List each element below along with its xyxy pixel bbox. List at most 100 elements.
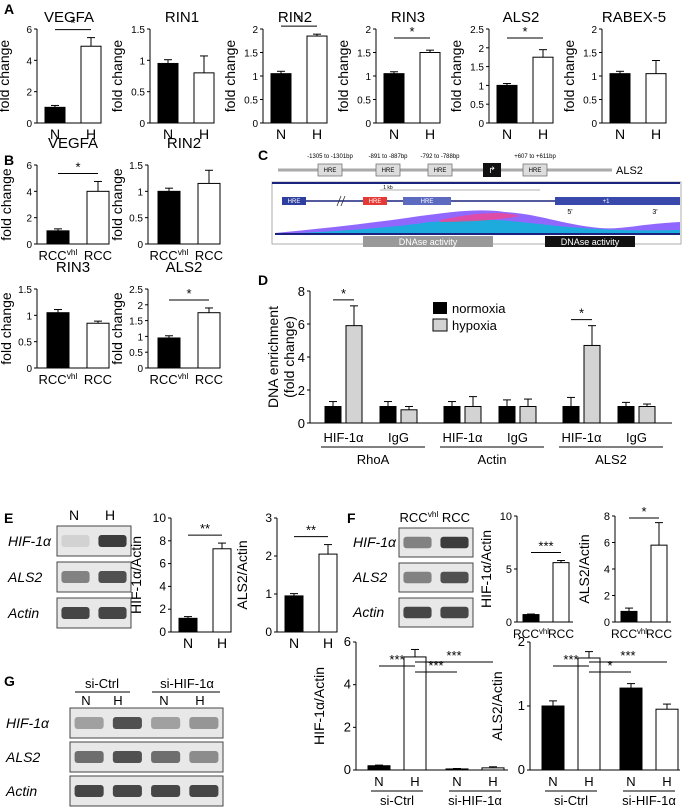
y-tick-label: 0 (26, 240, 32, 251)
y-tick-label: 2 (604, 591, 610, 603)
blot-row-label: HIF-1α (6, 715, 50, 731)
y-tick-label: 10 (500, 511, 512, 523)
dnase-signal (275, 219, 680, 234)
x-tick-label: IgG (626, 430, 647, 445)
significance-marker: *** (563, 652, 578, 667)
y-tick-label: 0 (265, 625, 272, 639)
hre-box-label: HRE (324, 168, 337, 174)
bar (464, 406, 482, 424)
blot-band (403, 536, 432, 549)
y-tick-label: 6 (344, 634, 351, 649)
bar (583, 344, 601, 424)
y-axis-label: HIF-1α/Actin (311, 667, 327, 745)
hre-position-label: -792 to -788bp (420, 154, 460, 160)
blot-band (74, 717, 104, 729)
y-tick-label: 8 (604, 511, 610, 523)
y-tick-label: 2 (159, 602, 166, 616)
blot-lane-label: N (81, 693, 90, 708)
blot-band (403, 606, 432, 619)
significance-marker: *** (538, 539, 553, 554)
y-tick-label: 0 (137, 240, 143, 251)
bar (519, 406, 537, 424)
significance-marker: ** (200, 521, 210, 536)
y-tick-label: 4 (26, 187, 32, 198)
y-axis-label: ALS2/Actin (489, 671, 505, 740)
hre-box (375, 163, 401, 177)
chart-title: RIN3 (56, 259, 90, 276)
x-tick-label: HIF-1α (323, 430, 364, 445)
y-tick-label: 0.5 (131, 88, 145, 99)
y-axis-label: fold change (335, 40, 351, 113)
y-tick-label: 2.5 (129, 285, 143, 296)
y-tick-label: 5 (506, 564, 512, 576)
y-axis-label: fold change (0, 40, 12, 113)
dnase-bar-1 (363, 236, 493, 247)
x-tick-label: N (452, 774, 461, 789)
y-tick-label: 1.5 (129, 161, 143, 172)
bar (157, 62, 179, 124)
y-tick-label: 0.5 (470, 100, 484, 111)
y-tick-label: 2 (478, 44, 484, 55)
bar (379, 406, 397, 424)
x-tick-label: N (163, 126, 173, 142)
blot-band (112, 785, 142, 797)
blot-band (98, 571, 127, 583)
y-axis-label: ALS2/Actin (234, 540, 250, 609)
chart-title: VEGFA (48, 135, 98, 152)
bar (577, 657, 601, 771)
x-tick-label: H (217, 635, 227, 651)
y-tick-label: 0 (252, 119, 258, 130)
y-tick-label: 0.5 (244, 96, 258, 107)
y-axis-label: fold change (0, 292, 14, 365)
group-label: si-HIF-1α (622, 793, 676, 807)
chart-title: RABEX-5 (602, 9, 666, 26)
scale-label: 1 kb (383, 185, 393, 191)
blot-band (112, 751, 142, 763)
blot-row-label: HIF-1α (8, 533, 52, 549)
bar (46, 312, 70, 369)
bar (443, 406, 461, 424)
blot-band (151, 751, 181, 763)
y-tick-label: 2 (265, 549, 272, 563)
bar (609, 73, 631, 124)
blot-row-label: ALS2 (5, 749, 40, 765)
y-tick-label: 6 (26, 161, 32, 172)
chart-title: RIN3 (391, 9, 425, 26)
y-tick-label: 1.5 (470, 63, 484, 74)
y-axis-label: fold change (0, 168, 14, 241)
x-tick-label: RCC (646, 627, 672, 641)
x-tick-label: H (86, 126, 96, 142)
bar (46, 230, 70, 245)
y-axis-label: fold change (222, 40, 238, 113)
blot-group-label: si-HIF-1α (160, 676, 214, 691)
bar (212, 548, 232, 633)
panel-letter-b: B (4, 152, 14, 168)
x-tick-label: RCC (84, 248, 112, 263)
y-tick-label: 4 (26, 56, 32, 67)
y-tick-label: 6 (604, 538, 610, 550)
exon-box (555, 197, 680, 205)
bar (324, 406, 342, 424)
significance-marker: * (296, 12, 301, 27)
x-tick-label: RCCvhl (150, 247, 189, 263)
x-tick-label: RCC (195, 248, 223, 263)
legend-swatch-hypoxia (432, 318, 448, 332)
legend-swatch-normoxia (433, 302, 447, 314)
x-tick-label: N (183, 635, 193, 651)
bar (620, 610, 638, 623)
y-tick-label: 1.5 (129, 317, 143, 328)
x-tick-label: HIF-1α (561, 430, 602, 445)
x-tick-label: RCC (195, 372, 223, 387)
bar (498, 406, 516, 424)
bar (80, 45, 102, 124)
bar (617, 406, 635, 424)
y-tick-label: 1.5 (583, 49, 597, 60)
bar (44, 106, 66, 124)
x-tick-label: RCC (548, 627, 574, 641)
y-tick-label: 1 (137, 187, 143, 198)
panel-letter-d: D (258, 272, 268, 288)
blot-band (440, 606, 469, 619)
bar (86, 190, 110, 245)
group-label: si-HIF-1α (448, 793, 502, 807)
blot-band (98, 535, 127, 547)
